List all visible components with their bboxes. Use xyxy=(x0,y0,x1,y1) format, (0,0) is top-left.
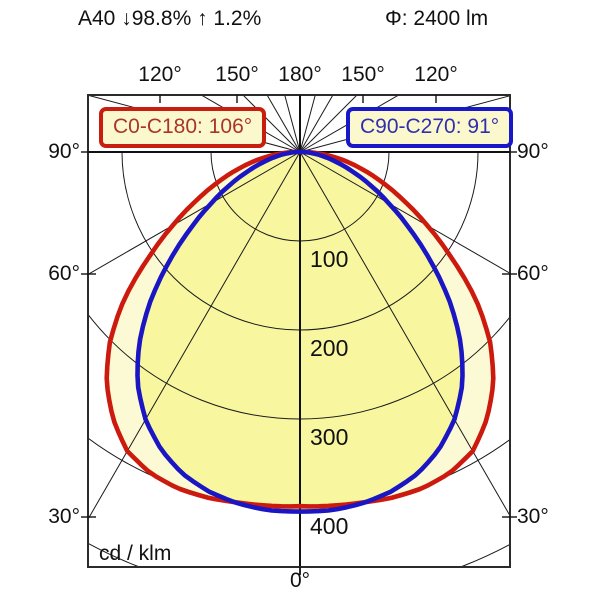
left-angle-label-30: 30° xyxy=(48,505,80,528)
plot-border xyxy=(87,94,511,568)
ring-label-200: 200 xyxy=(310,335,348,361)
luminous-flux-label: Φ: 2400 lm xyxy=(385,7,489,30)
top-angle-label-120-left: 120° xyxy=(138,63,182,86)
ring-label-100: 100 xyxy=(310,246,348,272)
top-angle-label-150-left: 150° xyxy=(215,63,259,86)
top-angle-label-150-right: 150° xyxy=(341,63,385,86)
right-angle-label-30: 30° xyxy=(517,505,549,528)
legend-c0-c180: C0-C180: 106° xyxy=(99,107,267,148)
ring-label-300: 300 xyxy=(310,424,348,450)
fixture-summary-label: A40 ↓98.8% ↑ 1.2% xyxy=(78,7,262,30)
unit-label: cd / klm xyxy=(99,542,172,565)
right-angle-label-90: 90° xyxy=(517,140,549,163)
curve-c0-c180 xyxy=(104,149,496,509)
top-angle-label-120-right: 120° xyxy=(414,63,458,86)
fan-line-45-right xyxy=(299,95,358,153)
right-angle-label-60: 60° xyxy=(517,262,549,285)
radial-line-30-right xyxy=(299,151,510,517)
radial-line-30-left xyxy=(88,151,301,521)
ring-label-400: 400 xyxy=(310,513,348,539)
fan-line-45-left xyxy=(242,95,301,153)
curve-c90-c270 xyxy=(135,149,465,514)
left-angle-label-90: 90° xyxy=(48,140,80,163)
top-angle-label-180: 180° xyxy=(278,63,322,86)
left-angle-label-60: 60° xyxy=(48,262,80,285)
bottom-angle-label-0: 0° xyxy=(289,569,311,592)
legend-c90-c270: C90-C270: 91° xyxy=(346,107,514,148)
